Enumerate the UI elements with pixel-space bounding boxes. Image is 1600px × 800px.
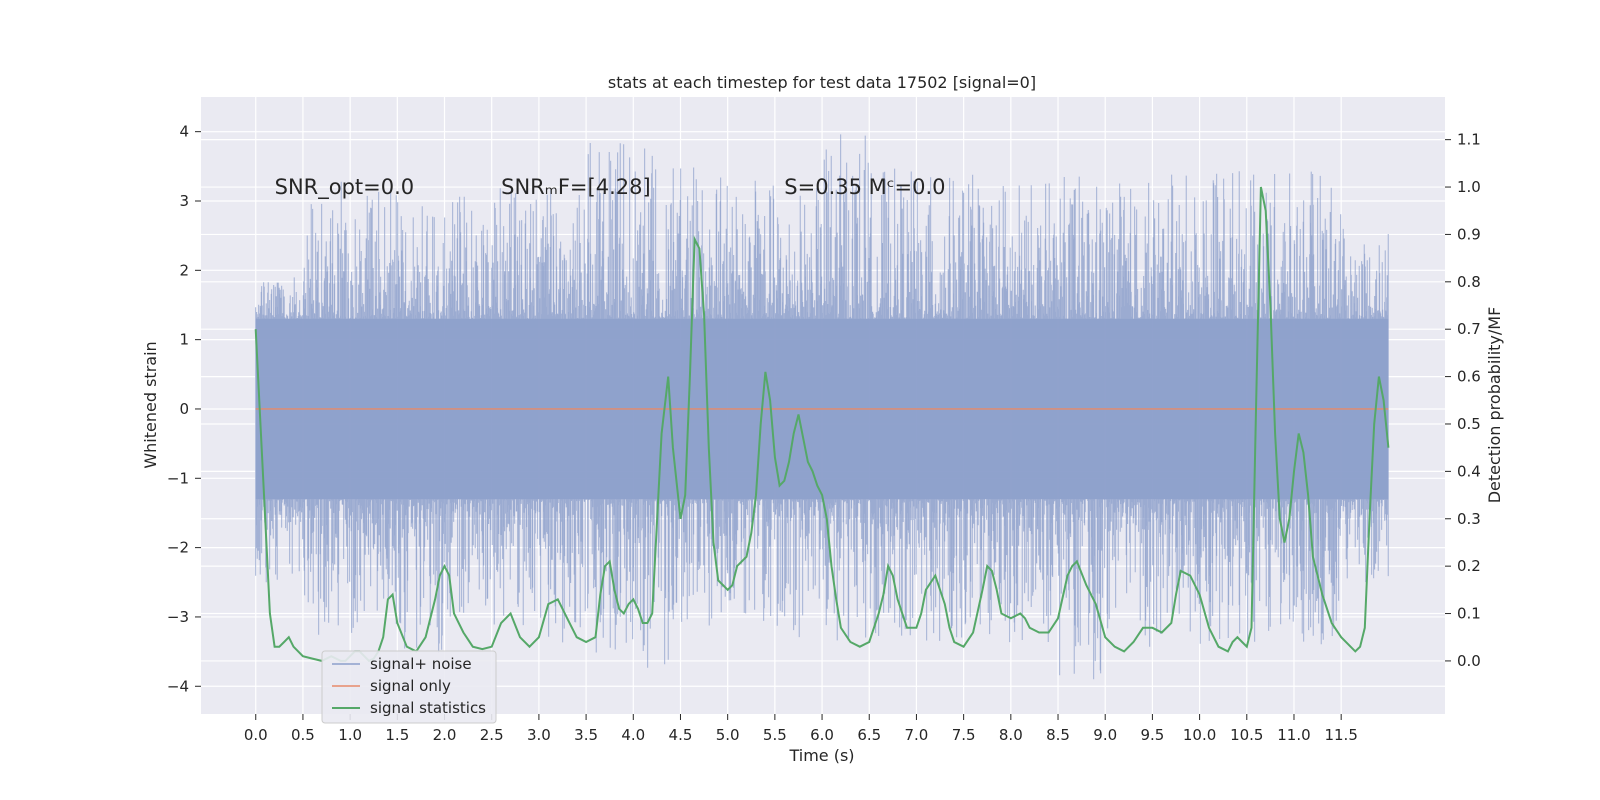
x-tick-label: 3.5 <box>574 726 598 744</box>
legend-label: signal only <box>370 677 451 695</box>
y-tick-label: −4 <box>167 677 189 695</box>
y2-axis-label: Detection probability/MF <box>1485 307 1504 504</box>
y-tick-label: −1 <box>167 469 189 487</box>
x-axis-ticks: 0.0 0.5 1.0 1.5 2.0 2.5 3.0 3.5 4.0 4.5 5.0 5.5 6.0 6… <box>244 714 1358 744</box>
y2-tick-label: 0.2 <box>1457 557 1481 575</box>
x-tick-label: 4.0 <box>621 726 645 744</box>
x-tick-label: 3.0 <box>527 726 551 744</box>
y2-tick-label: 0.7 <box>1457 320 1481 338</box>
y2-tick-label: 1.1 <box>1457 131 1481 149</box>
y-axis-ticks: −4 −3 −2 −1 0 1 2 3 4 <box>167 123 201 695</box>
annotations: SNR_opt=0.0 SNRₘF=[4.28] S=0.35 Mᶜ=0.0 <box>275 175 946 200</box>
x-tick-label: 10.5 <box>1230 726 1263 744</box>
x-tick-label: 0.5 <box>291 726 315 744</box>
annotation-text: SNRₘF=[4.28] <box>501 175 651 199</box>
x-tick-label: 0.0 <box>244 726 268 744</box>
x-tick-label: 1.0 <box>338 726 362 744</box>
x-tick-label: 8.5 <box>1046 726 1070 744</box>
x-tick-label: 7.5 <box>952 726 976 744</box>
y2-tick-label: 0.1 <box>1457 605 1481 623</box>
x-tick-label: 8.0 <box>999 726 1023 744</box>
x-tick-label: 5.5 <box>763 726 787 744</box>
x-tick-label: 9.5 <box>1140 726 1164 744</box>
y2-tick-label: 0.4 <box>1457 462 1481 480</box>
x-tick-label: 6.0 <box>810 726 834 744</box>
x-tick-label: 1.5 <box>385 726 409 744</box>
y-tick-label: 1 <box>179 331 189 349</box>
y-tick-label: 3 <box>179 192 189 210</box>
y2-tick-label: 0.5 <box>1457 415 1481 433</box>
y-tick-label: −3 <box>167 608 189 626</box>
x-tick-label: 2.5 <box>480 726 504 744</box>
signal-statistics-series <box>254 186 1390 663</box>
chart-title: stats at each timestep for test data 175… <box>608 73 1036 92</box>
y2-tick-label: 0.6 <box>1457 368 1481 386</box>
legend-box <box>321 650 497 724</box>
y2-tick-label: 0.3 <box>1457 510 1481 528</box>
annotation-text: SNR_opt=0.0 <box>275 175 415 200</box>
legend: signal+ noise signal only signal statistic… <box>321 650 497 724</box>
y2-tick-label: 0.8 <box>1457 273 1481 291</box>
y-tick-label: 2 <box>179 261 189 279</box>
signal-noise-trace <box>255 134 1389 680</box>
x-tick-label: 5.0 <box>716 726 740 744</box>
x-tick-label: 4.5 <box>669 726 693 744</box>
x-tick-label: 6.5 <box>857 726 881 744</box>
legend-label: signal+ noise <box>370 655 472 673</box>
x-tick-label: 10.0 <box>1183 726 1216 744</box>
legend-label: signal statistics <box>370 699 486 717</box>
y-tick-label: −2 <box>167 539 189 557</box>
x-tick-label: 7.0 <box>905 726 929 744</box>
y2-tick-label: 1.0 <box>1457 178 1481 196</box>
x-tick-label: 11.5 <box>1324 726 1357 744</box>
y-tick-label: 0 <box>179 400 189 418</box>
y2-tick-label: 0.9 <box>1457 225 1481 243</box>
x-tick-label: 2.0 <box>433 726 457 744</box>
x-axis-label: Time (s) <box>788 746 854 765</box>
y2-axis-ticks: 0.0 0.1 0.2 0.3 0.4 0.5 0.6 0.7 0.8 0.9 1.0 1.1 <box>1445 131 1481 670</box>
y-axis-label: Whitened strain <box>141 341 160 468</box>
x-tick-label: 9.0 <box>1093 726 1117 744</box>
x-tick-label: 11.0 <box>1277 726 1310 744</box>
y2-tick-label: 0.0 <box>1457 652 1481 670</box>
annotation-text: S=0.35 Mᶜ=0.0 <box>784 175 945 199</box>
y-tick-label: 4 <box>179 123 189 141</box>
